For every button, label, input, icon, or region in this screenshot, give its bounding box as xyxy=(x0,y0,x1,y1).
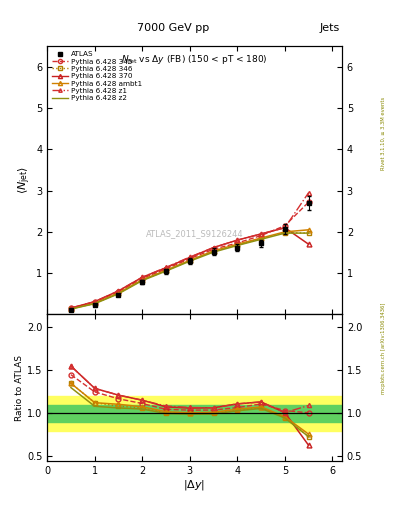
Y-axis label: Ratio to ATLAS: Ratio to ATLAS xyxy=(15,355,24,421)
Text: mcplots.cern.ch [arXiv:1306.3436]: mcplots.cern.ch [arXiv:1306.3436] xyxy=(381,303,386,394)
Text: Jets: Jets xyxy=(320,23,340,33)
Text: ATLAS_2011_S9126244: ATLAS_2011_S9126244 xyxy=(146,229,243,239)
Text: $N_\mathrm{jet}$ vs $\Delta y$ (FB) (150 < pT < 180): $N_\mathrm{jet}$ vs $\Delta y$ (FB) (150… xyxy=(121,54,268,67)
Text: 7000 GeV pp: 7000 GeV pp xyxy=(137,23,209,33)
Text: Rivet 3.1.10, ≥ 3.3M events: Rivet 3.1.10, ≥ 3.3M events xyxy=(381,96,386,170)
Legend: ATLAS, Pythia 6.428 345, Pythia 6.428 346, Pythia 6.428 370, Pythia 6.428 ambt1,: ATLAS, Pythia 6.428 345, Pythia 6.428 34… xyxy=(51,50,143,103)
X-axis label: $|\Delta y|$: $|\Delta y|$ xyxy=(184,478,206,493)
Y-axis label: $\langle N_\mathrm{jet}\rangle$: $\langle N_\mathrm{jet}\rangle$ xyxy=(17,166,33,195)
